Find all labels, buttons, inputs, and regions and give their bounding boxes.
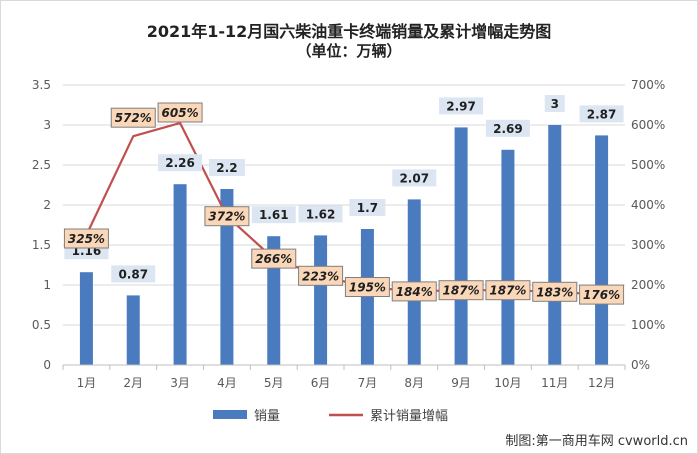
legend-bar-label: 销量 — [254, 409, 280, 424]
bar-data-label: 2.26 — [165, 156, 195, 170]
bar-label-bg — [208, 159, 245, 176]
chart-title: 2021年1-12月国六柴油重卡终端销量及累计增幅走势图 — [146, 22, 552, 41]
y-left-tick-label: 0 — [43, 358, 51, 372]
bar — [79, 272, 93, 365]
bar-label-bg — [439, 97, 484, 115]
y-right-tick-label: 300% — [631, 238, 665, 252]
x-tick-label: 12月 — [588, 376, 615, 390]
line-label-bg — [344, 277, 390, 297]
y-left-tick-label: 0.5 — [32, 318, 51, 332]
bar-label-bg — [298, 205, 343, 223]
line-data-label: 183% — [536, 285, 573, 299]
bar-data-label: 2.2 — [216, 161, 237, 175]
line-label-bg — [298, 265, 344, 286]
bar-data-label: 2.97 — [446, 99, 476, 113]
growth-line — [85, 121, 602, 296]
line-label-bg — [204, 206, 250, 227]
line-data-label: 372% — [208, 210, 245, 224]
line-label-bg — [391, 281, 437, 302]
line-label-bg — [251, 248, 297, 269]
bar — [595, 135, 609, 365]
bar-label-bg — [579, 105, 624, 123]
line-data-label: 184% — [396, 285, 433, 299]
data-labels: 1.160.872.26 2.21.61 1.62 1.72.072.972.6932… — [63, 95, 625, 305]
y-right-tick-label: 400% — [631, 198, 665, 212]
bar-data-label: 1.61 — [259, 208, 289, 222]
x-tick-label: 5月 — [264, 376, 284, 390]
bar-data-label: 0.87 — [118, 267, 148, 281]
line-data-label: 195% — [349, 281, 386, 295]
axes: 0 0.5 1 1.5 2 2.5 3 3.5 0% 100% 200% 300% 400% 500% 60… — [32, 78, 665, 390]
line-data-label: 266% — [255, 252, 292, 266]
x-tick-label: 2月 — [123, 376, 143, 390]
y-left-tick-label: 1.5 — [32, 238, 51, 252]
y-right-tick-label: 200% — [631, 278, 665, 292]
bar-label-bg — [485, 119, 530, 137]
line-label-bg — [110, 107, 156, 128]
bar-data-label: 1.62 — [306, 207, 336, 221]
y-left-tick-label: 1 — [43, 278, 51, 292]
legend-bar-swatch — [213, 410, 247, 419]
legend: 销量 累计销量增幅 — [213, 409, 448, 424]
bar — [501, 149, 515, 365]
y-right-tick-label: 700% — [631, 78, 665, 92]
bar-data-label: 2.87 — [587, 107, 617, 121]
y-left-tick-label: 2.5 — [32, 158, 51, 172]
y-right-tick-label: 0% — [631, 358, 650, 372]
chart-subtitle: （单位：万辆） — [296, 42, 402, 60]
x-tick-label: 10月 — [494, 376, 521, 390]
chart-credit: 制图:第一商用车网 cvworld.cn — [505, 434, 688, 449]
line-label-bg — [438, 280, 484, 301]
bar-label-bg — [349, 199, 386, 216]
line-series — [85, 121, 602, 296]
x-tick-label: 3月 — [170, 376, 190, 390]
x-tick-label: 7月 — [358, 376, 378, 390]
bar — [454, 127, 468, 366]
line-data-label: 605% — [162, 106, 199, 120]
legend-line-label: 累计销量增幅 — [370, 409, 448, 424]
line-data-label: 325% — [68, 232, 105, 246]
y-right-tick-label: 100% — [631, 318, 665, 332]
bar-data-label: 2.07 — [399, 171, 429, 185]
bar-label-bg — [392, 169, 437, 187]
x-tick-label: 1月 — [77, 376, 97, 390]
x-tick-label: 8月 — [404, 376, 424, 390]
y-right-tick-label: 600% — [631, 118, 665, 132]
line-data-label: 572% — [115, 111, 152, 125]
bar — [126, 295, 140, 365]
x-tick-label: 9月 — [451, 376, 471, 390]
line-label-bg — [532, 281, 578, 302]
line-data-label: 223% — [302, 269, 339, 283]
bar-data-label: 3 — [551, 97, 559, 111]
bar-label-bg — [544, 95, 565, 112]
bar-label-bg — [158, 154, 203, 172]
bar — [314, 235, 328, 365]
y-right-tick-label: 500% — [631, 158, 665, 172]
bar-label-bg — [111, 265, 156, 283]
bar-data-label: 2.69 — [493, 122, 523, 136]
line-data-label: 187% — [443, 284, 480, 298]
x-tick-label: 6月 — [311, 376, 331, 390]
line-label-bg — [485, 280, 531, 301]
x-tick-label: 4月 — [217, 376, 237, 390]
y-left-tick-label: 3.5 — [32, 78, 51, 92]
bar — [220, 189, 234, 365]
y-left-tick-label: 3 — [43, 118, 51, 132]
line-data-label: 187% — [489, 284, 526, 298]
bar-data-label: 1.7 — [357, 201, 378, 215]
y-left-tick-label: 2 — [43, 198, 51, 212]
bar-label-bg — [251, 206, 296, 224]
bar — [173, 184, 187, 365]
line-label-bg — [579, 284, 625, 305]
line-data-label: 176% — [583, 288, 620, 302]
bar — [548, 125, 562, 365]
x-tick-label: 11月 — [541, 376, 568, 390]
line-label-bg — [157, 102, 203, 123]
line-label-bg — [63, 228, 109, 249]
